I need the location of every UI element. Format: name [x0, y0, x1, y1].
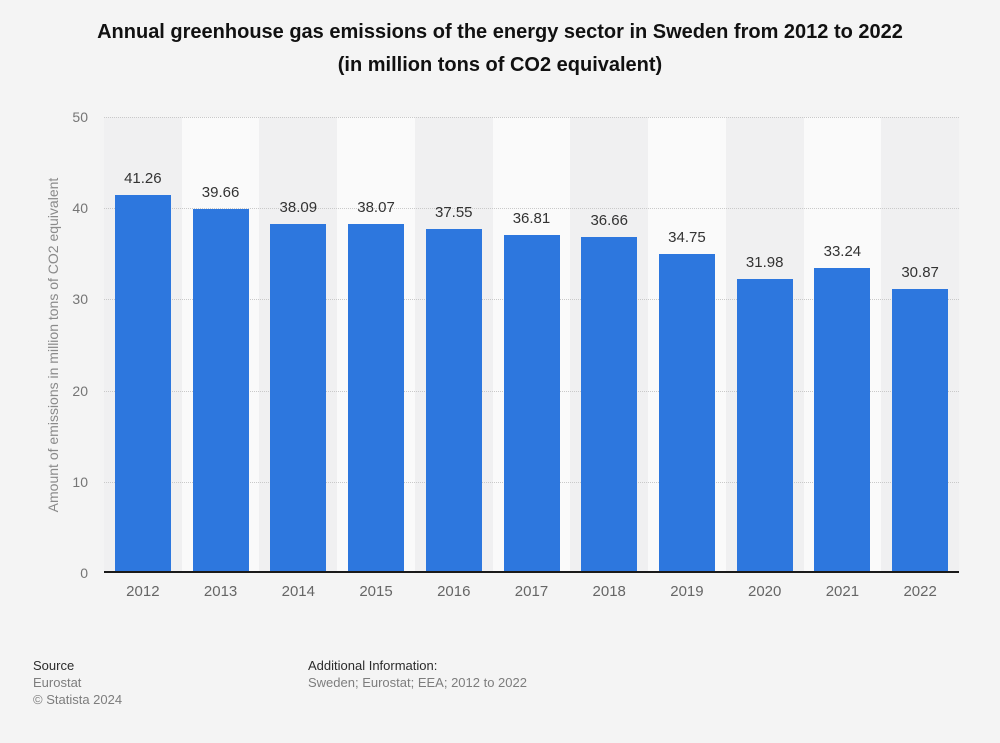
value-label-2013: 39.66: [201, 184, 240, 202]
y-axis-tick-label-10: 10: [72, 473, 88, 490]
x-axis-label-2020: 2020: [747, 583, 782, 600]
value-label-2017: 36.81: [512, 210, 551, 228]
chart-title: Annual greenhouse gas emissions of the e…: [97, 21, 903, 76]
bar-2021[interactable]: [814, 267, 871, 571]
x-axis-label-2017: 2017: [514, 583, 549, 600]
value-label-2016: 37.55: [434, 203, 473, 221]
y-axis: 0 10 20 30 40 50: [0, 109, 88, 581]
y-axis-tick-label-40: 40: [72, 200, 88, 217]
x-axis-label-2018: 2018: [592, 583, 626, 600]
bar-2018[interactable]: [581, 236, 638, 571]
value-label-2014: 38.09: [279, 198, 318, 216]
bar-2014[interactable]: [270, 223, 327, 571]
gridline-40: [104, 208, 959, 210]
x-axis-label-2013: 2013: [203, 583, 238, 600]
bar-2020[interactable]: [736, 279, 793, 571]
value-label-2020: 31.98: [745, 254, 784, 272]
value-label-2022: 30.87: [901, 264, 939, 282]
value-label-2021: 33.24: [823, 242, 862, 260]
bar-2017[interactable]: [503, 235, 560, 571]
copyright: © Statista 2024: [33, 692, 123, 707]
footer-additional-info-block: Additional Information: Sweden; Eurostat…: [308, 657, 527, 691]
bar-2012[interactable]: [114, 194, 171, 571]
value-label-2015: 38.07: [357, 198, 395, 216]
gridline-50: [104, 117, 959, 118]
value-label-2012: 41.26: [124, 169, 162, 187]
value-label-2018: 36.66: [590, 211, 628, 229]
additional-info-label: Additional Information:: [308, 658, 438, 673]
bar-2013[interactable]: [192, 209, 249, 571]
y-axis-tick-label-30: 30: [72, 291, 88, 308]
x-axis-label-2012: 2012: [126, 583, 160, 600]
x-axis: 2012 2013 2014 2015 2016 2017 2018 2019 2020 2021…: [104, 582, 959, 602]
value-label-2019: 34.75: [668, 229, 706, 247]
x-axis-label-2016: 2016: [437, 583, 471, 600]
plot-area: 41.26 39.66 38.09 38.07 37.55 36.81 36.66 34.75…: [104, 117, 959, 573]
footer-source-block: Source Eurostat © Statista 2024: [33, 657, 122, 708]
y-axis-tick-label-20: 20: [72, 382, 88, 399]
y-axis-tick-label-50: 50: [72, 109, 88, 125]
additional-info-value: Sweden; Eurostat; EEA; 2012 to 2022: [308, 675, 527, 690]
x-axis-label-2014: 2014: [281, 583, 315, 600]
source-label: Source: [33, 658, 75, 673]
x-axis-label-2019: 2019: [670, 583, 704, 600]
x-axis-label-2022: 2022: [903, 583, 937, 600]
bar-2016[interactable]: [425, 228, 482, 571]
y-axis-tick-label-0: 0: [80, 565, 88, 581]
source-value: Eurostat: [33, 675, 82, 690]
x-axis-label-2015: 2015: [359, 583, 393, 600]
bar-2019[interactable]: [658, 254, 715, 571]
bar-2022[interactable]: [892, 289, 949, 571]
bar-2015[interactable]: [348, 223, 405, 571]
x-axis-label-2021: 2021: [825, 583, 860, 600]
